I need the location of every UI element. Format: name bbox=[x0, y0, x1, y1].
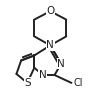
Text: N: N bbox=[39, 70, 47, 80]
Text: N: N bbox=[46, 40, 54, 50]
Text: S: S bbox=[24, 78, 31, 88]
Text: Cl: Cl bbox=[74, 78, 83, 88]
Text: N: N bbox=[57, 59, 65, 69]
Text: O: O bbox=[46, 6, 54, 16]
